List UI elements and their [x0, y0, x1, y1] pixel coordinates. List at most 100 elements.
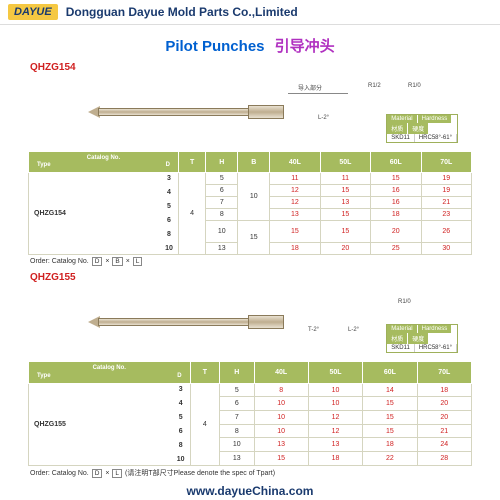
- dim-insert: 导入部分: [298, 83, 322, 92]
- table-header-row: Catalog No. Type D T H B 40L 50L 60L 70L: [29, 152, 472, 173]
- th-catalog: Catalog No. Type D: [29, 362, 191, 383]
- l-cell: 21: [421, 197, 472, 209]
- order-box: B: [112, 257, 122, 266]
- d-val: 5: [165, 203, 173, 210]
- th-60l: 60L: [363, 362, 417, 383]
- mat-v2: HRC58°-61°: [415, 134, 457, 142]
- th-50l: 50L: [308, 362, 362, 383]
- th-t: T: [190, 362, 220, 383]
- l-cell: 12: [308, 424, 362, 438]
- order-box: D: [92, 257, 103, 266]
- dimension-callouts-1: 导入部分 R1/2 R1/0 L-2° Material Hardness 材质…: [288, 83, 458, 143]
- th-50l: 50L: [320, 152, 370, 173]
- type-value: QHZG154: [34, 210, 66, 217]
- l-cell: 16: [371, 185, 421, 197]
- h-cell: 13: [220, 452, 254, 466]
- l-cell: 13: [270, 209, 320, 221]
- mat-v1: SKD11: [387, 344, 415, 352]
- spec-table-2: Catalog No. Type D T H 40L 50L 60L 70L Q…: [28, 361, 472, 465]
- l-cell: 8: [254, 383, 308, 397]
- l-cell: 11: [270, 173, 320, 185]
- dim-r10: R1/0: [408, 83, 421, 89]
- spec-table-1: Catalog No. Type D T H B 40L 50L 60L 70L…: [28, 151, 472, 255]
- type-value: QHZG155: [34, 421, 66, 428]
- l-cell: 18: [308, 452, 362, 466]
- dim-r10: R1/0: [398, 299, 411, 305]
- diagram-1: 导入部分 R1/2 R1/0 L-2° Material Hardness 材质…: [28, 75, 472, 147]
- mat-h1: Material: [387, 115, 417, 123]
- punch-head-icon: [248, 315, 284, 329]
- catalog-label: Catalog No.: [31, 155, 176, 162]
- order-sep: ×: [105, 470, 109, 477]
- b-cell: 15: [238, 221, 270, 255]
- th-b: B: [238, 152, 270, 173]
- th-t: T: [178, 152, 205, 173]
- l-cell: 18: [363, 438, 417, 452]
- mat-cn2: 硬度: [408, 123, 429, 134]
- l-cell: 20: [417, 411, 471, 425]
- h-cell: 8: [220, 424, 254, 438]
- mat-v2: HRC58°-61°: [415, 344, 457, 352]
- l-cell: 25: [371, 243, 421, 255]
- l-cell: 15: [320, 221, 370, 243]
- l-cell: 13: [320, 197, 370, 209]
- h-cell: 8: [206, 209, 238, 221]
- order-suffix: (请注明T部尺寸Please denote the spec of Tpart): [125, 470, 275, 477]
- d-val: 6: [177, 428, 185, 435]
- l-cell: 10: [254, 424, 308, 438]
- punch-drawing-1: [98, 105, 298, 119]
- l-cell: 15: [371, 173, 421, 185]
- t-cell: 4: [178, 173, 205, 255]
- mat-h2: Hardness: [418, 115, 453, 123]
- diagram-2: R1/0 T-2° L-2° Material Hardness 材质 硬度 S…: [28, 285, 472, 357]
- punch-shaft-icon: [98, 318, 268, 326]
- h-cell: 7: [220, 411, 254, 425]
- th-h: H: [220, 362, 254, 383]
- l-cell: 21: [417, 424, 471, 438]
- l-cell: 24: [417, 438, 471, 452]
- l-cell: 12: [308, 411, 362, 425]
- order-note-2: Order: Catalog No. D × L (请注明T部尺寸Please …: [30, 468, 472, 478]
- mat-cn1: 材质: [387, 333, 408, 344]
- d-val: 4: [177, 400, 185, 407]
- th-40l: 40L: [270, 152, 320, 173]
- order-box: D: [92, 469, 103, 478]
- l-cell: 13: [308, 438, 362, 452]
- model-label-1: QHZG154: [30, 62, 472, 73]
- d-val: 3: [165, 175, 173, 182]
- title-cn: 引导冲头: [275, 38, 335, 55]
- model-label-2: QHZG155: [30, 272, 472, 283]
- t-cell: 4: [190, 383, 220, 465]
- l-cell: 15: [270, 221, 320, 243]
- h-cell: 10: [220, 438, 254, 452]
- logo: DAYUE: [8, 4, 58, 20]
- d-label: D: [166, 162, 170, 169]
- th-60l: 60L: [371, 152, 421, 173]
- d-val: 3: [177, 386, 185, 393]
- d-val: 10: [165, 245, 173, 252]
- th-h: H: [206, 152, 238, 173]
- material-box-2: Material Hardness 材质 硬度 SKD11 HRC58°-61°: [386, 324, 458, 353]
- table-header-row: Catalog No. Type D T H 40L 50L 60L 70L: [29, 362, 472, 383]
- dim-l2: L-2°: [348, 327, 359, 333]
- d-val: 8: [165, 231, 173, 238]
- d-label: D: [177, 373, 181, 380]
- th-70l: 70L: [421, 152, 472, 173]
- mat-cn1: 材质: [387, 123, 408, 134]
- company-name: Dongguan Dayue Mold Parts Co.,Limited: [66, 5, 298, 19]
- l-cell: 18: [417, 383, 471, 397]
- l-cell: 20: [417, 397, 471, 411]
- mat-v1: SKD11: [387, 134, 415, 142]
- l-cell: 19: [421, 185, 472, 197]
- dim-r12: R1/2: [368, 83, 381, 89]
- d-val: 10: [177, 456, 185, 463]
- footer-url: www.dayueChina.com: [0, 484, 500, 498]
- d-val: 5: [177, 414, 185, 421]
- l-cell: 12: [270, 185, 320, 197]
- type-label: Type: [37, 162, 51, 169]
- page-content: Pilot Punches 引导冲头 QHZG154 导入部分 R1/2 R1/…: [0, 25, 500, 488]
- h-cell: 6: [220, 397, 254, 411]
- l-cell: 18: [371, 209, 421, 221]
- l-cell: 10: [254, 397, 308, 411]
- l-cell: 15: [254, 452, 308, 466]
